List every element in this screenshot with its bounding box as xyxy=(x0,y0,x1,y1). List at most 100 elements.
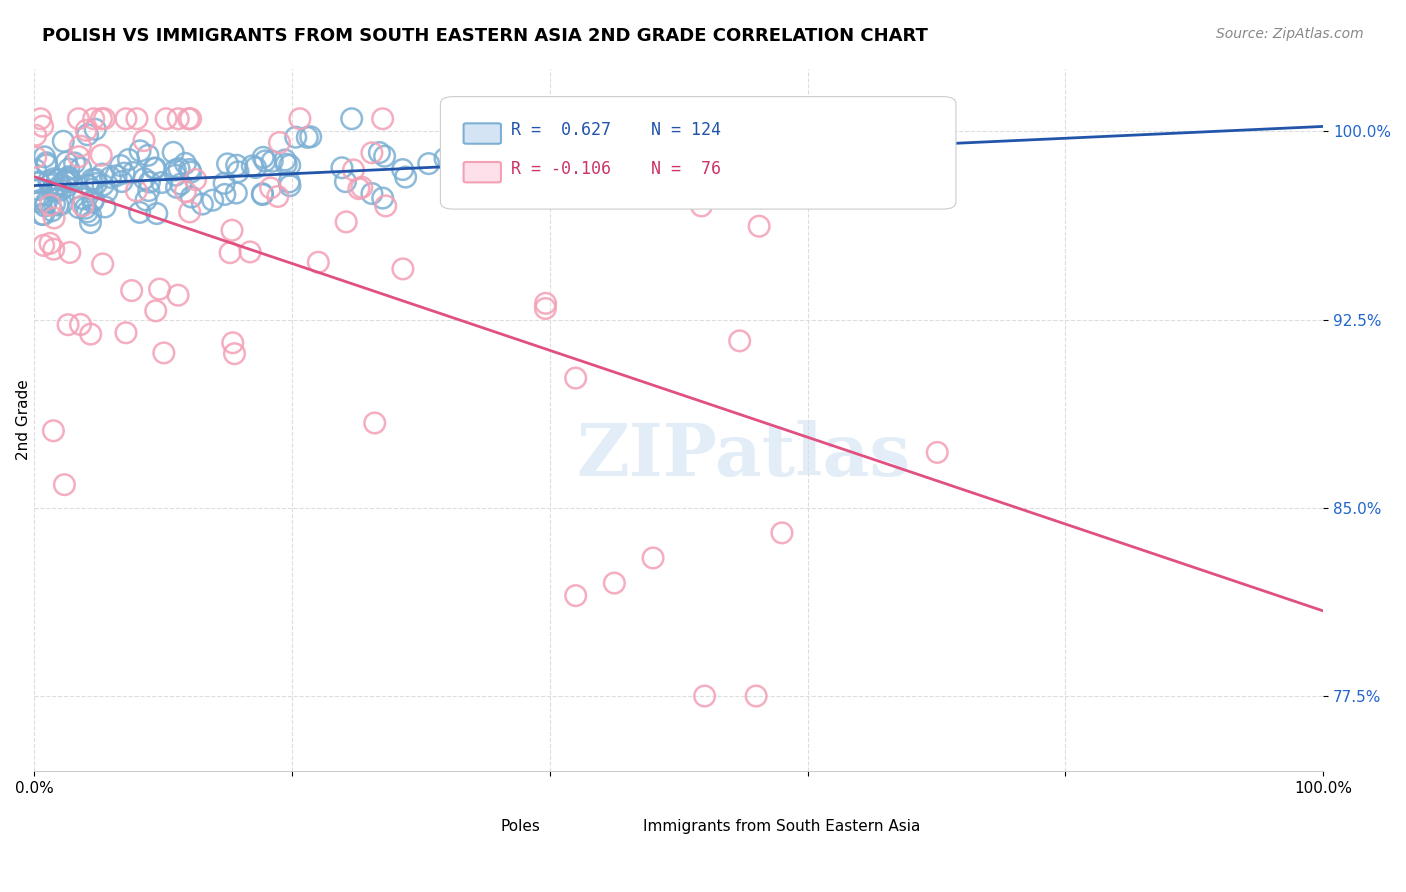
Point xyxy=(335,215,357,229)
Point xyxy=(63,156,86,170)
Point xyxy=(150,176,173,190)
Point xyxy=(544,155,567,169)
Point xyxy=(174,156,197,170)
Point xyxy=(162,145,184,160)
Point xyxy=(55,155,77,169)
FancyBboxPatch shape xyxy=(464,162,501,182)
Point xyxy=(374,199,396,213)
Text: Source: ZipAtlas.com: Source: ZipAtlas.com xyxy=(1216,27,1364,41)
Point xyxy=(110,159,132,173)
Point xyxy=(167,288,190,302)
Point xyxy=(53,477,76,491)
Point xyxy=(457,186,479,200)
Point xyxy=(368,145,391,160)
Point xyxy=(76,178,98,192)
Point xyxy=(225,158,247,172)
Point xyxy=(395,169,418,184)
Point xyxy=(24,150,46,164)
Point xyxy=(745,689,768,703)
Point xyxy=(217,157,239,171)
Point xyxy=(39,236,62,251)
Point xyxy=(75,123,97,137)
Point xyxy=(79,208,101,222)
Text: Poles: Poles xyxy=(501,819,541,834)
Point xyxy=(42,171,65,186)
Point xyxy=(69,161,91,176)
Point xyxy=(179,205,201,219)
Point xyxy=(259,181,281,195)
Point xyxy=(84,122,107,136)
Point xyxy=(174,185,197,199)
Point xyxy=(42,183,65,197)
Point xyxy=(55,179,77,194)
Point xyxy=(361,145,384,160)
Point xyxy=(134,171,156,186)
Point xyxy=(76,205,98,219)
Point xyxy=(347,181,370,195)
Point xyxy=(111,175,134,189)
Point xyxy=(155,112,177,126)
Point xyxy=(224,347,246,361)
Point xyxy=(31,207,53,221)
Point xyxy=(219,245,242,260)
Point xyxy=(91,167,114,181)
Point xyxy=(135,193,157,207)
Point xyxy=(299,129,322,144)
Point xyxy=(122,165,145,179)
Point xyxy=(58,162,80,177)
Point xyxy=(748,219,770,234)
Point xyxy=(153,346,176,360)
Point xyxy=(371,112,394,126)
Point xyxy=(55,174,77,188)
Point xyxy=(35,195,58,210)
Point xyxy=(165,168,187,182)
Point xyxy=(143,161,166,176)
Point xyxy=(79,327,101,342)
Point xyxy=(39,198,62,212)
Point xyxy=(240,159,263,173)
Point xyxy=(374,149,396,163)
Text: POLISH VS IMMIGRANTS FROM SOUTH EASTERN ASIA 2ND GRADE CORRELATION CHART: POLISH VS IMMIGRANTS FROM SOUTH EASTERN … xyxy=(42,27,928,45)
Point xyxy=(274,153,297,167)
Point xyxy=(145,161,167,175)
Point xyxy=(534,296,557,310)
Point xyxy=(34,199,56,213)
Point xyxy=(129,144,152,158)
Point xyxy=(56,171,79,186)
Point xyxy=(371,191,394,205)
Point xyxy=(564,371,586,385)
Point xyxy=(170,177,193,191)
Point xyxy=(82,172,104,186)
Point xyxy=(49,183,72,197)
Point xyxy=(31,119,53,133)
Point xyxy=(24,128,46,143)
Point xyxy=(252,186,274,201)
Point xyxy=(82,194,104,209)
Point xyxy=(138,184,160,198)
Point xyxy=(67,112,90,126)
Text: R =  0.627    N = 124: R = 0.627 N = 124 xyxy=(512,121,721,139)
Point xyxy=(91,257,114,271)
Point xyxy=(136,148,159,162)
Point xyxy=(180,165,202,179)
Point xyxy=(125,184,148,198)
Point xyxy=(564,151,586,165)
Point xyxy=(201,193,224,207)
Point xyxy=(565,148,588,162)
Point xyxy=(641,551,664,566)
Point xyxy=(252,187,274,202)
Point xyxy=(115,326,138,340)
Point xyxy=(693,167,716,181)
Point xyxy=(76,128,98,142)
Point xyxy=(239,244,262,259)
Point xyxy=(46,172,69,186)
Point xyxy=(693,689,716,703)
Point xyxy=(225,186,247,200)
Point xyxy=(180,112,202,126)
Point xyxy=(28,194,51,209)
Point xyxy=(350,180,373,194)
Point xyxy=(145,206,167,220)
Point xyxy=(770,525,793,540)
Point xyxy=(391,162,413,177)
Point xyxy=(83,193,105,207)
